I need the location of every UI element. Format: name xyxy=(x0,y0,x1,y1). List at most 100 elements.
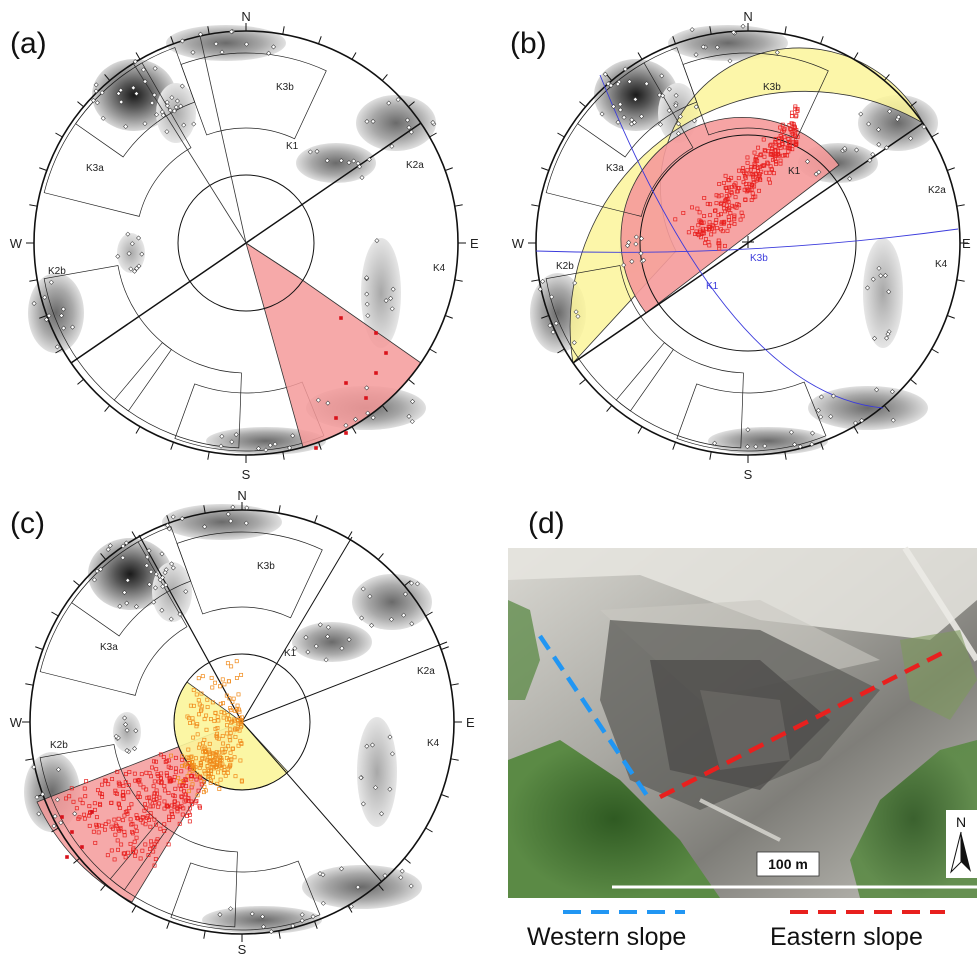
intersection-point xyxy=(207,741,212,746)
tick-mark xyxy=(100,884,107,891)
set-sector xyxy=(43,265,172,412)
pole-point xyxy=(727,58,733,64)
pole-point xyxy=(133,728,139,734)
tick-mark xyxy=(35,646,43,650)
critical-pole xyxy=(344,431,348,435)
tick-mark xyxy=(347,531,353,539)
critical-pole xyxy=(374,331,378,335)
intersection-point xyxy=(788,140,792,145)
intersection-point xyxy=(686,230,691,235)
pole-point xyxy=(390,286,396,292)
tick-mark xyxy=(947,167,955,171)
intersection-point xyxy=(185,714,190,719)
intersection-point xyxy=(754,171,759,176)
intersection-point xyxy=(234,676,239,680)
intersection-point xyxy=(148,847,153,851)
intersection-point xyxy=(239,778,244,783)
intersection-point xyxy=(215,781,220,786)
pole-point xyxy=(382,873,388,879)
pole-point xyxy=(72,811,78,817)
pole-point xyxy=(125,231,131,237)
pole-point xyxy=(365,313,371,319)
ticks-b xyxy=(528,23,968,463)
pole-point xyxy=(44,317,49,323)
intersection-point xyxy=(764,170,769,175)
pole-point xyxy=(370,118,376,124)
intersection-point xyxy=(99,823,104,828)
intersection-point xyxy=(199,782,204,787)
pole-point xyxy=(360,586,366,592)
tick-mark xyxy=(278,930,281,939)
intersection-point xyxy=(196,745,201,750)
pole-point xyxy=(123,722,129,727)
tick-mark xyxy=(278,505,281,514)
pole-point xyxy=(369,622,375,628)
intersection-point xyxy=(769,151,773,156)
intersection-point xyxy=(757,188,761,193)
intersection-point xyxy=(744,171,749,176)
pole-point xyxy=(659,73,665,79)
intersection-point xyxy=(169,809,174,814)
intersection-point xyxy=(725,228,730,233)
intersection-point xyxy=(112,857,117,862)
intersection-point xyxy=(191,703,196,708)
tick-mark xyxy=(557,348,565,354)
tick-mark xyxy=(425,611,433,617)
intersection-point xyxy=(131,850,135,854)
intersection-point xyxy=(761,137,766,142)
intersection-point xyxy=(150,765,155,770)
set-sector xyxy=(170,860,321,931)
intersection-point xyxy=(738,217,743,222)
pole-point xyxy=(48,279,54,285)
pole-point xyxy=(355,884,361,890)
intersection-point xyxy=(179,795,184,800)
pole-point xyxy=(113,733,119,739)
intersection-point xyxy=(719,193,724,198)
west-label-c: W xyxy=(10,715,23,730)
intersection-point xyxy=(728,211,733,215)
tick-mark xyxy=(39,167,47,171)
pole-point xyxy=(644,81,650,87)
intersection-point xyxy=(196,712,201,717)
intersection-point xyxy=(132,771,137,776)
density-blob xyxy=(357,717,397,827)
intersection-point xyxy=(109,848,114,853)
set-sector xyxy=(71,526,192,637)
pole-point xyxy=(61,325,67,331)
intersection-point xyxy=(745,155,750,160)
intersection-point xyxy=(103,827,107,832)
pole-point xyxy=(792,442,798,448)
intersection-point xyxy=(180,783,185,788)
intersection-point xyxy=(170,814,175,819)
pole-point xyxy=(117,603,123,609)
intersection-point xyxy=(743,197,748,202)
pole-point xyxy=(249,911,255,917)
pole-point xyxy=(169,561,175,567)
pole-point xyxy=(303,634,309,640)
intersection-point xyxy=(732,213,737,218)
tick-mark xyxy=(441,646,449,650)
intersection-point xyxy=(231,696,236,701)
critical-pole xyxy=(80,845,84,849)
pole-point xyxy=(867,157,873,163)
tick-mark xyxy=(557,132,565,138)
pole-point xyxy=(191,121,197,127)
pole-point xyxy=(31,301,37,306)
pole-point xyxy=(810,430,815,436)
intersection-point xyxy=(199,763,204,768)
intersection-point xyxy=(207,749,212,754)
intersection-point xyxy=(740,166,745,171)
tick-mark xyxy=(956,204,965,207)
tick-mark xyxy=(672,442,676,450)
intersection-point xyxy=(198,805,202,810)
tick-mark xyxy=(77,101,84,108)
pole-point xyxy=(842,145,848,151)
intersection-point xyxy=(673,217,678,222)
tick-mark xyxy=(381,405,388,412)
pole-point xyxy=(409,419,415,425)
pole-point xyxy=(339,866,344,872)
intersection-point xyxy=(106,819,111,824)
pole-point xyxy=(410,399,416,404)
intersection-point xyxy=(154,759,159,764)
pole-point xyxy=(774,49,780,55)
